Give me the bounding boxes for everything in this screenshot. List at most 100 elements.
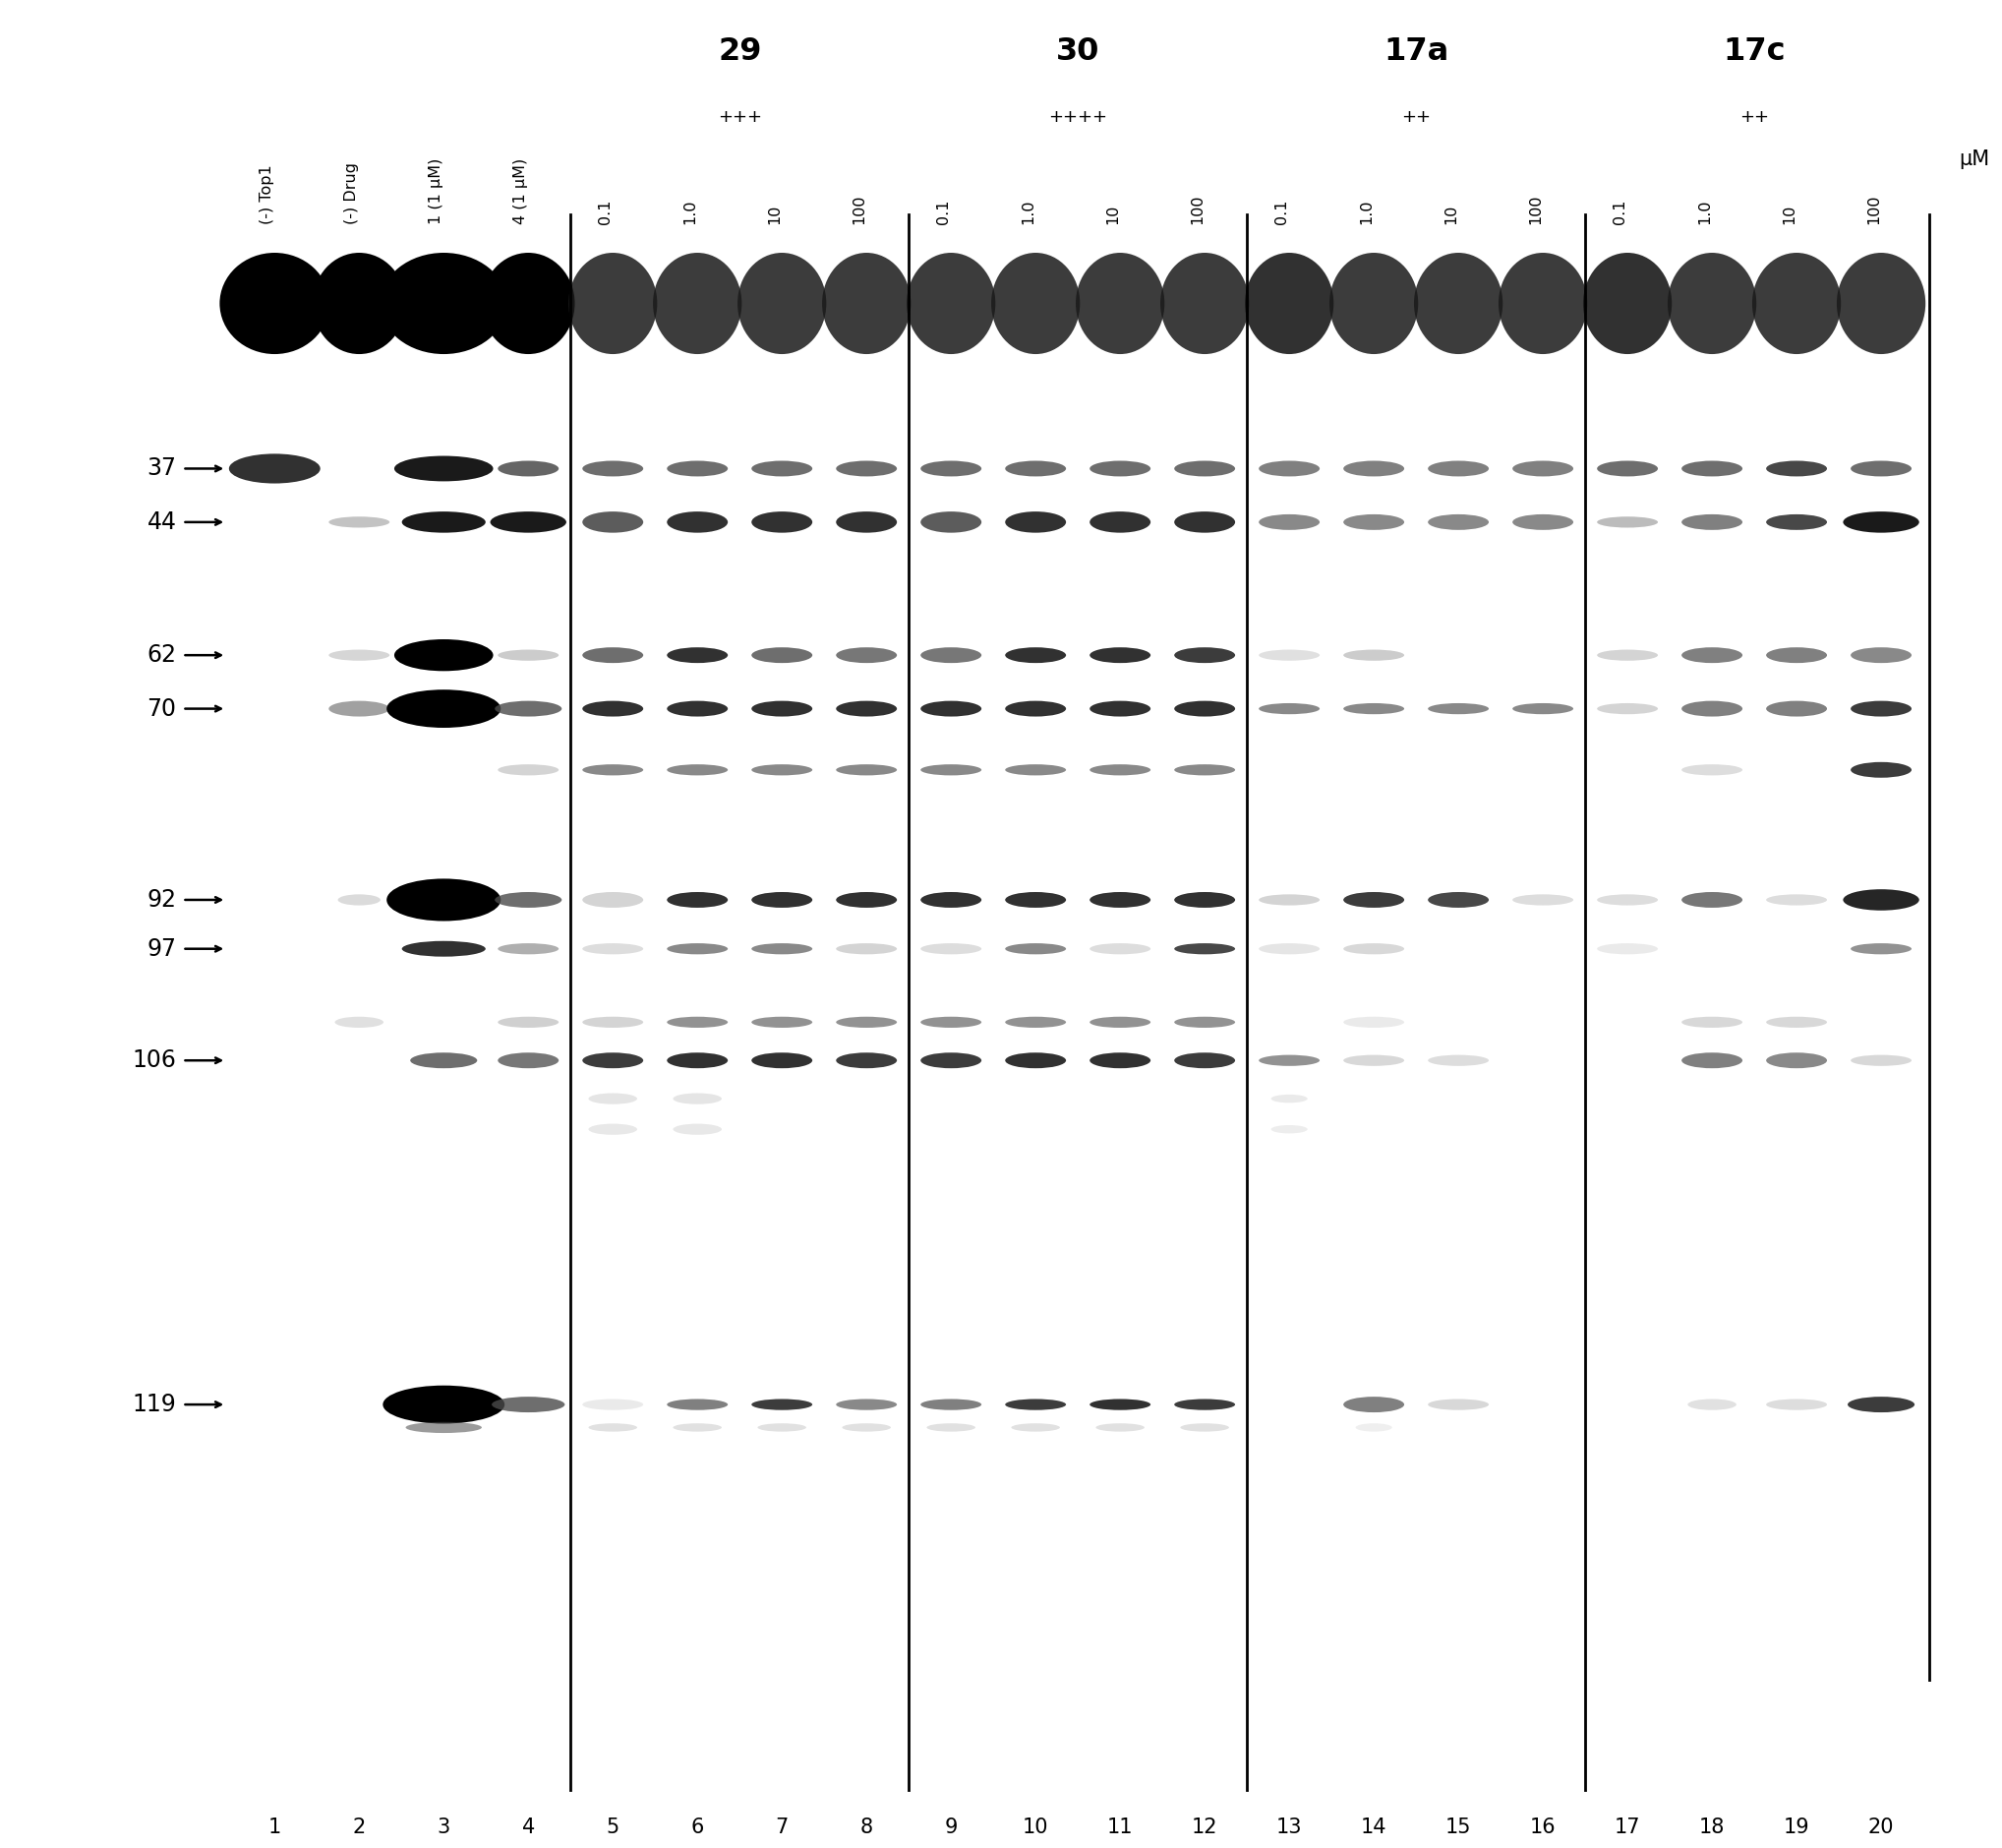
- Ellipse shape: [1343, 650, 1403, 662]
- Text: 0.1: 0.1: [599, 200, 613, 224]
- Ellipse shape: [1005, 893, 1065, 907]
- Text: 4 (1 μM): 4 (1 μM): [515, 157, 529, 224]
- Ellipse shape: [1844, 889, 1920, 911]
- Ellipse shape: [751, 893, 813, 907]
- Ellipse shape: [673, 1094, 723, 1105]
- Text: 13: 13: [1275, 1818, 1301, 1837]
- Text: 1.0: 1.0: [1021, 200, 1035, 224]
- Ellipse shape: [837, 460, 897, 477]
- Ellipse shape: [589, 1124, 637, 1135]
- Ellipse shape: [1844, 512, 1920, 532]
- Text: 5: 5: [607, 1818, 619, 1837]
- Ellipse shape: [402, 941, 486, 957]
- Ellipse shape: [312, 253, 406, 355]
- Ellipse shape: [1089, 700, 1151, 717]
- Ellipse shape: [1766, 700, 1828, 717]
- Ellipse shape: [1343, 1397, 1403, 1412]
- Ellipse shape: [751, 647, 813, 663]
- Ellipse shape: [843, 1423, 891, 1432]
- Ellipse shape: [921, 512, 981, 532]
- Ellipse shape: [1850, 942, 1912, 954]
- Ellipse shape: [667, 893, 729, 907]
- Ellipse shape: [667, 1399, 729, 1410]
- Ellipse shape: [751, 1053, 813, 1068]
- Ellipse shape: [583, 1053, 643, 1068]
- Ellipse shape: [1343, 460, 1403, 477]
- Ellipse shape: [921, 700, 981, 717]
- Ellipse shape: [751, 460, 813, 477]
- Ellipse shape: [921, 1016, 981, 1027]
- Ellipse shape: [1668, 253, 1756, 355]
- Ellipse shape: [667, 942, 729, 954]
- Ellipse shape: [1271, 1125, 1307, 1133]
- Ellipse shape: [653, 253, 743, 355]
- Ellipse shape: [1005, 647, 1065, 663]
- Text: 17c: 17c: [1724, 37, 1786, 67]
- Ellipse shape: [1766, 514, 1828, 530]
- Text: +++: +++: [717, 109, 763, 126]
- Ellipse shape: [921, 765, 981, 776]
- Ellipse shape: [1343, 893, 1403, 907]
- Ellipse shape: [837, 765, 897, 776]
- Ellipse shape: [386, 689, 500, 728]
- Ellipse shape: [1766, 647, 1828, 663]
- Ellipse shape: [1075, 253, 1165, 355]
- Text: 10: 10: [1105, 203, 1121, 224]
- Text: 17: 17: [1614, 1818, 1640, 1837]
- Ellipse shape: [1682, 765, 1742, 776]
- Ellipse shape: [1005, 512, 1065, 532]
- Ellipse shape: [1850, 647, 1912, 663]
- Ellipse shape: [498, 650, 559, 662]
- Text: 1.0: 1.0: [1359, 200, 1373, 224]
- Text: ++: ++: [1740, 109, 1770, 126]
- Ellipse shape: [667, 700, 729, 717]
- Ellipse shape: [1089, 512, 1151, 532]
- Ellipse shape: [1089, 893, 1151, 907]
- Text: 16: 16: [1530, 1818, 1556, 1837]
- Ellipse shape: [1355, 1423, 1391, 1432]
- Text: 29: 29: [719, 37, 761, 67]
- Ellipse shape: [1598, 894, 1658, 906]
- Ellipse shape: [1089, 647, 1151, 663]
- Ellipse shape: [673, 1423, 723, 1432]
- Ellipse shape: [1175, 647, 1235, 663]
- Ellipse shape: [667, 647, 729, 663]
- Ellipse shape: [1259, 942, 1319, 954]
- Text: 97: 97: [146, 937, 176, 961]
- Text: 3: 3: [436, 1818, 450, 1837]
- Ellipse shape: [1682, 700, 1742, 717]
- Ellipse shape: [1005, 1399, 1065, 1410]
- Ellipse shape: [1259, 1055, 1319, 1066]
- Ellipse shape: [1584, 253, 1672, 355]
- Ellipse shape: [498, 765, 559, 776]
- Ellipse shape: [667, 512, 729, 532]
- Ellipse shape: [823, 253, 911, 355]
- Text: 1 (1 μM): 1 (1 μM): [428, 157, 444, 224]
- Ellipse shape: [328, 517, 390, 529]
- Ellipse shape: [328, 650, 390, 662]
- Text: 44: 44: [146, 510, 176, 534]
- Ellipse shape: [737, 253, 827, 355]
- Ellipse shape: [1175, 765, 1235, 776]
- Ellipse shape: [1175, 893, 1235, 907]
- Ellipse shape: [837, 893, 897, 907]
- Ellipse shape: [751, 942, 813, 954]
- Ellipse shape: [991, 253, 1079, 355]
- Ellipse shape: [220, 253, 330, 355]
- Ellipse shape: [1259, 514, 1319, 530]
- Ellipse shape: [751, 765, 813, 776]
- Text: 10: 10: [1782, 203, 1796, 224]
- Ellipse shape: [1836, 253, 1926, 355]
- Ellipse shape: [402, 512, 486, 532]
- Ellipse shape: [921, 942, 981, 954]
- Ellipse shape: [921, 460, 981, 477]
- Ellipse shape: [1259, 650, 1319, 662]
- Ellipse shape: [583, 700, 643, 717]
- Ellipse shape: [1427, 704, 1489, 713]
- Ellipse shape: [751, 1399, 813, 1410]
- Ellipse shape: [1343, 1055, 1403, 1066]
- Ellipse shape: [1089, 1016, 1151, 1027]
- Ellipse shape: [1343, 514, 1403, 530]
- Ellipse shape: [667, 1053, 729, 1068]
- Text: 0.1: 0.1: [1275, 200, 1289, 224]
